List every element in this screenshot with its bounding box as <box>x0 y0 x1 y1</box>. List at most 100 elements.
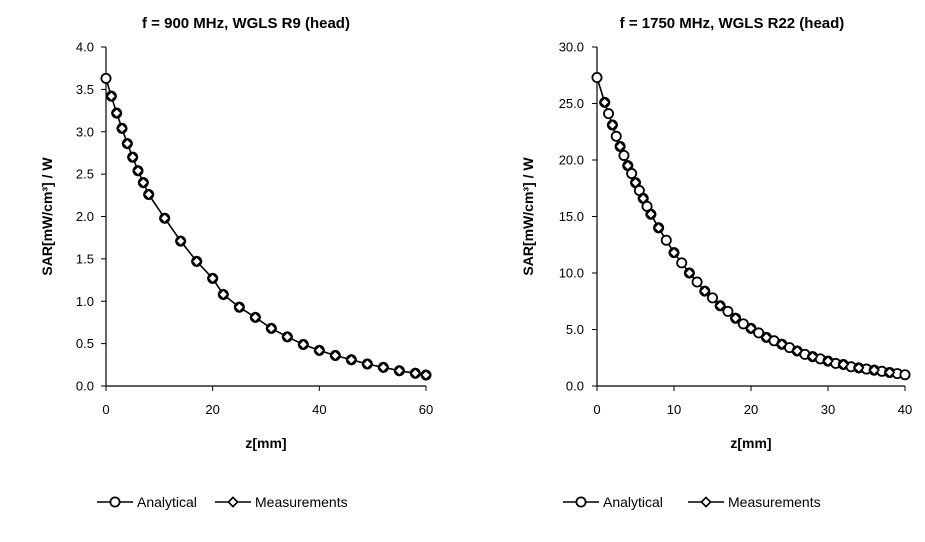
y-tick-label: 30.0 <box>559 40 584 55</box>
x-tick-label: 40 <box>898 402 912 417</box>
y-tick-label: 1.5 <box>76 251 94 266</box>
data-point-analytical <box>691 276 703 288</box>
y-tick-label: 5.0 <box>566 322 584 337</box>
x-tick-label: 10 <box>667 402 681 417</box>
data-point-measurement <box>217 288 230 301</box>
y-tick-label: 3.0 <box>76 124 94 139</box>
data-point-measurement <box>121 137 134 150</box>
series-measurements <box>105 90 432 381</box>
x-tick-label: 40 <box>312 402 326 417</box>
data-point-analytical <box>610 130 622 142</box>
legend-label: Measurements <box>728 494 821 510</box>
data-point-measurement <box>806 350 819 363</box>
data-point-measurement <box>233 301 246 313</box>
y-tick-label: 0.0 <box>76 379 94 394</box>
data-point-measurement <box>837 358 850 371</box>
data-point-measurement <box>142 188 155 201</box>
x-tick-label: 20 <box>744 402 758 417</box>
data-point-measurement <box>868 364 880 376</box>
y-tick-label: 20.0 <box>559 153 584 168</box>
y-tick-label: 0.0 <box>566 379 584 394</box>
data-point-measurement <box>853 362 865 374</box>
legend-marker-circle <box>109 496 121 508</box>
y-tick-label: 4.0 <box>76 40 94 55</box>
x-tick-label: 20 <box>205 402 219 417</box>
data-point-measurement <box>361 358 374 370</box>
data-point-measurement <box>629 176 642 189</box>
x-axis-label: z[mm] <box>730 435 771 451</box>
y-axis-label: SAR[mW/cm³] / W <box>520 157 536 276</box>
data-point-analytical <box>626 168 638 180</box>
y-tick-label: 3.5 <box>76 82 94 97</box>
data-point-measurement <box>791 345 803 357</box>
data-point-analytical <box>899 369 911 381</box>
legend-label: Analytical <box>603 494 663 510</box>
data-point-measurement <box>265 322 278 335</box>
x-tick-label: 30 <box>821 402 835 417</box>
data-point-measurement <box>174 235 187 247</box>
x-tick-label: 0 <box>102 402 109 417</box>
data-point-measurement <box>745 322 757 335</box>
data-point-measurement <box>313 344 326 357</box>
legend: Analytical Measurements <box>97 494 348 510</box>
data-point-measurement <box>776 338 788 350</box>
data-point-measurement <box>297 338 310 351</box>
data-point-analytical <box>660 234 672 246</box>
legend-label: Measurements <box>255 494 348 510</box>
y-tick-label: 1.0 <box>76 294 94 309</box>
data-point-analytical <box>100 72 112 84</box>
legend-label: Analytical <box>137 494 197 510</box>
data-point-analytical <box>591 72 603 84</box>
y-tick-label: 2.0 <box>76 209 94 224</box>
y-tick-label: 15.0 <box>559 209 584 224</box>
data-point-measurement <box>206 272 219 285</box>
data-point-measurement <box>822 355 834 367</box>
data-point-analytical <box>707 292 719 304</box>
data-point-measurement <box>699 285 711 297</box>
data-point-measurement <box>760 331 773 344</box>
data-point-measurement <box>249 311 262 324</box>
x-tick-label: 60 <box>419 402 433 417</box>
x-axis-label: z[mm] <box>245 435 286 451</box>
data-point-measurement <box>105 90 118 102</box>
chart-title: f = 1750 MHz, WGLS R22 (head) <box>620 15 845 32</box>
y-tick-label: 2.5 <box>76 167 94 182</box>
series-line <box>105 78 427 376</box>
chart-panel-1: f = 900 MHz, WGLS R9 (head) 0.0 0.5 1.0 1.5 2… <box>39 15 433 510</box>
data-point-measurement <box>190 255 203 268</box>
data-point-measurement <box>645 208 657 220</box>
data-point-analytical <box>618 149 630 161</box>
data-point-measurement <box>883 366 896 379</box>
legend: Analytical Measurements <box>563 494 821 510</box>
data-point-measurement <box>598 96 611 109</box>
legend-marker-circle <box>575 496 587 508</box>
series-measurements <box>598 96 896 379</box>
data-point-measurement <box>420 369 432 381</box>
data-point-measurement <box>345 353 358 366</box>
legend-item-analytical: Analytical <box>563 494 663 510</box>
data-point-measurement <box>729 312 742 324</box>
data-point-measurement <box>329 349 342 362</box>
legend-marker-diamond <box>700 496 712 508</box>
data-point-measurement <box>683 267 696 279</box>
data-point-measurement <box>714 300 726 312</box>
data-point-measurement <box>668 246 680 259</box>
series-analytical <box>100 72 432 381</box>
data-point-measurement <box>377 361 390 374</box>
data-point-measurement <box>652 222 665 234</box>
data-point-measurement <box>393 365 406 377</box>
legend-item-measurements: Measurements <box>215 494 348 510</box>
data-point-measurement <box>110 107 123 119</box>
y-axis-label: SAR[mW/cm³] / W <box>39 157 55 276</box>
legend-item-analytical: Analytical <box>97 494 197 510</box>
chart-panel-2: f = 1750 MHz, WGLS R22 (head) 0.0 5.0 10.0 1… <box>520 15 912 510</box>
data-point-measurement <box>137 176 150 189</box>
x-tick-label: 0 <box>593 402 600 417</box>
y-tick-label: 10.0 <box>559 266 584 281</box>
legend-item-measurements: Measurements <box>688 494 821 510</box>
data-point-measurement <box>158 212 171 224</box>
chart-title: f = 900 MHz, WGLS R9 (head) <box>142 15 350 32</box>
data-point-analytical <box>676 257 688 269</box>
